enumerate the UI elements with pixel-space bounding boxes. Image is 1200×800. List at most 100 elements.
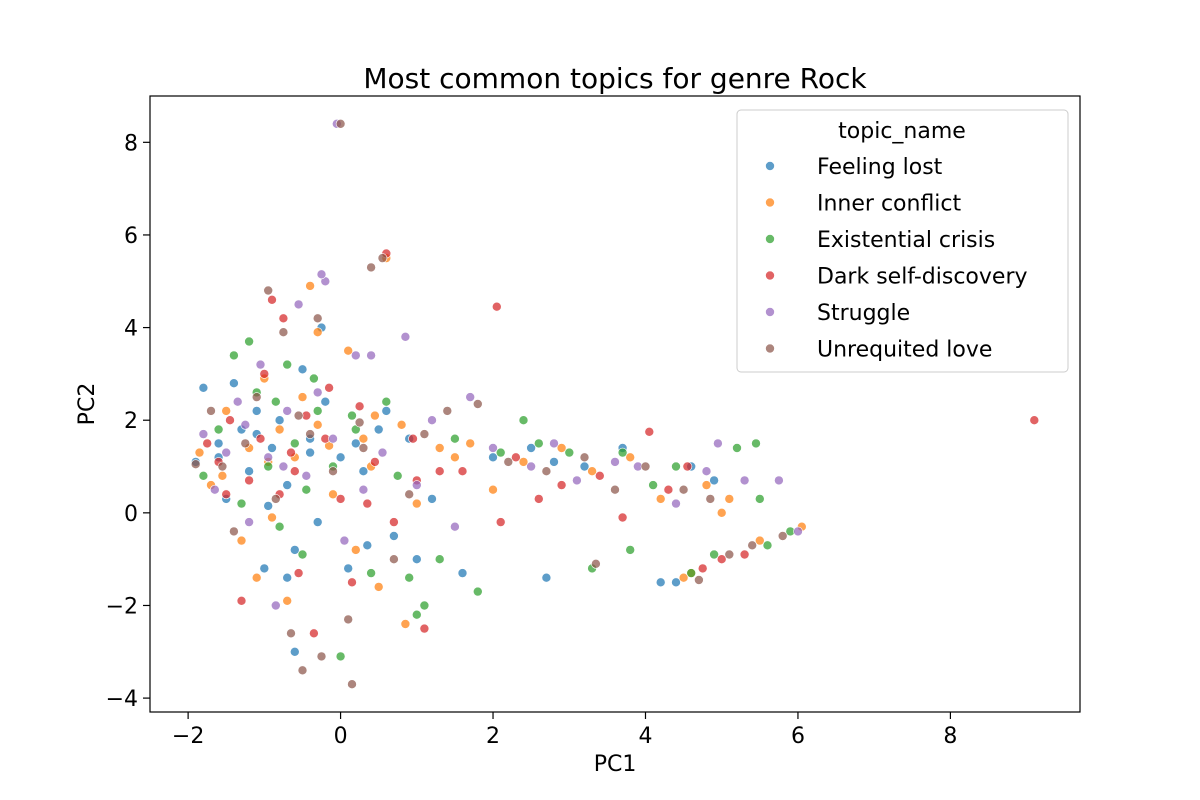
data-point: [625, 452, 636, 463]
data-point: [411, 498, 422, 509]
series-feeling-lost: [190, 322, 719, 657]
legend-marker: [765, 270, 775, 281]
data-point: [579, 452, 590, 463]
data-point: [392, 470, 403, 481]
data-point: [289, 438, 300, 449]
data-point: [347, 577, 357, 588]
data-point: [347, 410, 357, 421]
data-point: [503, 457, 514, 467]
data-point: [671, 577, 681, 588]
series-unrequited-love: [190, 119, 788, 690]
data-point: [774, 475, 784, 486]
data-point: [491, 301, 502, 312]
data-point: [289, 646, 300, 657]
data-point: [263, 501, 274, 511]
data-point: [297, 665, 308, 676]
data-point: [705, 494, 716, 504]
data-point: [312, 327, 323, 338]
data-point: [739, 475, 750, 486]
data-point: [270, 494, 281, 504]
data-point: [709, 549, 719, 560]
data-point: [236, 595, 247, 606]
data-point: [754, 494, 765, 504]
data-point: [350, 545, 361, 555]
data-point: [370, 410, 380, 421]
legend-marker: [765, 234, 775, 244]
data-point: [511, 452, 521, 463]
data-point: [419, 623, 430, 634]
data-point: [244, 517, 254, 527]
data-point: [350, 438, 361, 449]
data-point: [335, 651, 346, 662]
data-point: [533, 494, 544, 504]
data-point: [678, 484, 689, 495]
data-point: [240, 419, 251, 430]
data-point: [587, 466, 597, 477]
data-point: [644, 426, 655, 437]
data-point: [263, 461, 274, 472]
data-point: [305, 429, 315, 439]
data-point: [389, 554, 399, 565]
data-point: [255, 359, 266, 370]
data-point: [671, 498, 681, 509]
data-point: [282, 572, 293, 583]
data-point: [541, 572, 552, 583]
data-point: [289, 545, 300, 555]
data-point: [713, 438, 723, 449]
data-point: [328, 433, 338, 444]
series-existential-crisis: [198, 336, 796, 662]
data-point: [301, 484, 312, 495]
data-point: [777, 531, 788, 541]
data-point: [328, 466, 338, 477]
data-point: [747, 540, 758, 551]
data-point: [564, 447, 575, 458]
data-point: [312, 406, 323, 416]
data-point: [343, 614, 354, 625]
data-point: [793, 526, 803, 537]
x-tick-label: 4: [638, 724, 652, 749]
data-point: [289, 466, 300, 477]
data-point: [309, 628, 319, 639]
data-point: [488, 452, 498, 463]
data-point: [198, 470, 209, 481]
data-point: [442, 406, 453, 416]
data-point: [533, 438, 544, 449]
data-point: [362, 540, 373, 551]
data-point: [404, 489, 415, 500]
x-tick-label: −2: [172, 724, 204, 749]
y-tick-label: 0: [124, 502, 138, 527]
data-point: [381, 396, 392, 407]
plot-frame: [149, 95, 1081, 713]
data-point: [286, 447, 296, 458]
data-point: [655, 577, 666, 588]
data-point: [316, 651, 327, 662]
data-point: [206, 406, 216, 416]
data-point: [591, 558, 601, 569]
data-point: [267, 443, 277, 453]
data-point: [255, 433, 266, 444]
data-point: [400, 619, 411, 629]
data-point: [270, 600, 281, 611]
data-point: [495, 517, 506, 527]
legend-marker: [765, 161, 775, 171]
data-point: [210, 484, 220, 495]
data-point: [686, 568, 697, 578]
data-point: [236, 498, 247, 509]
legend: topic_name Feeling lost Inner conflict Exi…: [736, 109, 1069, 373]
data-point: [278, 313, 289, 324]
data-point: [377, 447, 388, 458]
data-point: [373, 582, 384, 592]
data-point: [335, 494, 346, 504]
data-point: [408, 433, 418, 444]
data-point: [411, 480, 422, 490]
data-point: [335, 452, 346, 463]
data-point: [198, 382, 209, 393]
data-point: [251, 406, 262, 416]
data-point: [549, 438, 559, 449]
data-point: [427, 415, 437, 426]
data-point: [366, 262, 376, 273]
data-point: [495, 447, 506, 458]
x-axis-label: PC1: [594, 752, 637, 777]
data-point: [282, 406, 293, 416]
data-point: [709, 475, 719, 486]
